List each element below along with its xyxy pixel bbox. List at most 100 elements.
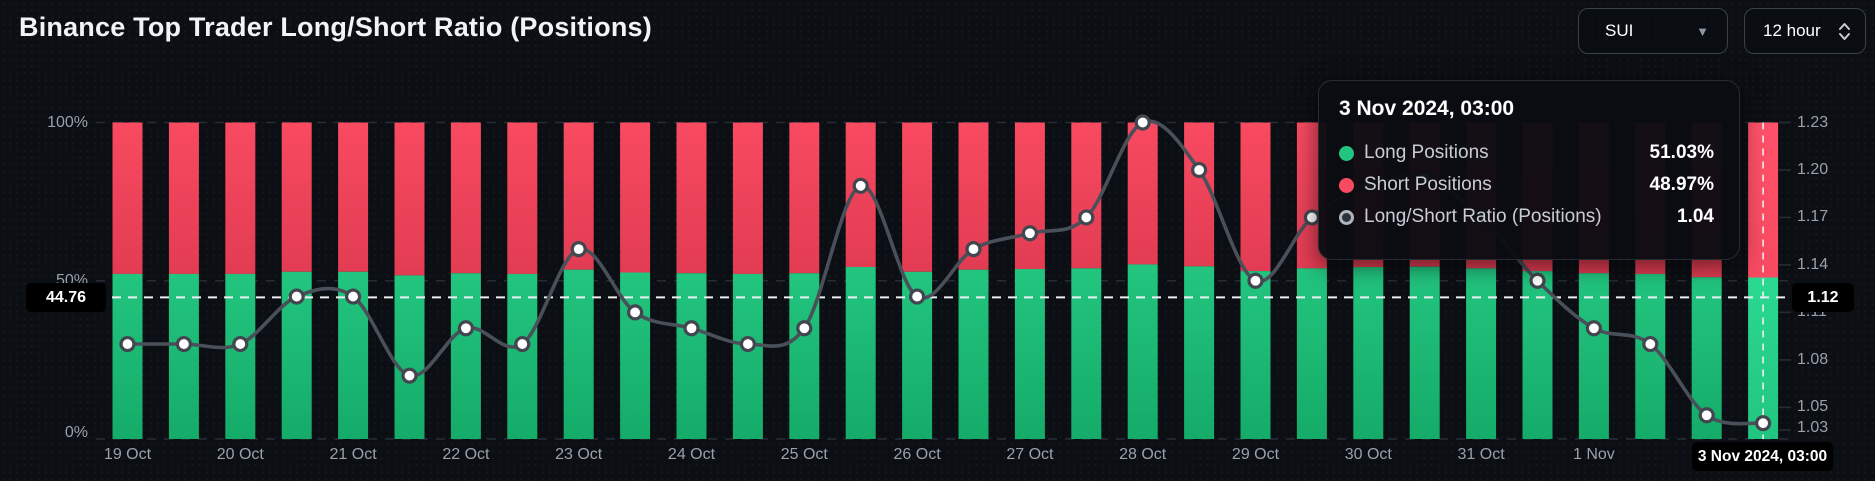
- ratio-dot[interactable]: [1303, 209, 1321, 226]
- ratio-dot[interactable]: [1698, 407, 1715, 424]
- ratio-dot[interactable]: [514, 335, 531, 353]
- ratio-dot[interactable]: [288, 288, 305, 305]
- long-bar[interactable]: [450, 273, 481, 439]
- x-axis-label: 31 Oct: [1457, 446, 1505, 463]
- long-bar[interactable]: [1522, 271, 1553, 439]
- long-bar[interactable]: [1409, 266, 1440, 439]
- short-bar[interactable]: [450, 122, 481, 274]
- long-bar[interactable]: [1240, 271, 1271, 439]
- long-bar[interactable]: [1014, 269, 1045, 439]
- ratio-dot[interactable]: [457, 320, 474, 337]
- short-bar[interactable]: [1014, 122, 1045, 270]
- short-bar[interactable]: [168, 122, 199, 274]
- x-axis-label: 24 Oct: [667, 446, 716, 463]
- interval-select-value: 12 hour: [1763, 21, 1821, 40]
- short-bar[interactable]: [1184, 122, 1215, 267]
- short-bar[interactable]: [789, 122, 820, 274]
- long-bar[interactable]: [1578, 273, 1609, 439]
- long-bar[interactable]: [1466, 268, 1497, 439]
- ratio-dot[interactable]: [401, 367, 418, 384]
- short-bar[interactable]: [338, 122, 369, 272]
- ratio-dot[interactable]: [683, 320, 700, 337]
- x-axis-label: 28 Oct: [1119, 446, 1167, 463]
- ratio-dot[interactable]: [1529, 272, 1546, 289]
- crosshair-left-label: 44.76: [26, 283, 106, 312]
- crosshair-right-label: 1.12: [1792, 283, 1854, 312]
- x-axis-label: 25 Oct: [780, 446, 828, 463]
- ratio-dot[interactable]: [1642, 335, 1659, 353]
- y-axis-label-right: 1.20: [1797, 160, 1829, 178]
- x-axis-label: 21 Oct: [329, 446, 377, 463]
- ratio-dot[interactable]: [1190, 161, 1208, 179]
- y-axis-label-right: 1.23: [1797, 113, 1829, 131]
- short-bar[interactable]: [732, 122, 763, 274]
- y-axis-label-right: 1.17: [1797, 208, 1829, 226]
- ratio-dot[interactable]: [345, 288, 362, 305]
- page-title: Binance Top Trader Long/Short Ratio (Pos…: [19, 12, 652, 42]
- long-bar[interactable]: [1353, 267, 1384, 439]
- short-bar[interactable]: [507, 122, 538, 274]
- ratio-dot[interactable]: [1021, 225, 1039, 242]
- short-bar[interactable]: [225, 122, 256, 274]
- long-bar[interactable]: [1184, 266, 1215, 439]
- ratio-dot[interactable]: [119, 335, 136, 353]
- ratio-dot[interactable]: [852, 177, 869, 194]
- long-bar[interactable]: [168, 273, 199, 439]
- short-bar[interactable]: [620, 122, 651, 273]
- ratio-dot[interactable]: [175, 335, 192, 353]
- long-bar[interactable]: [225, 273, 256, 439]
- short-bar[interactable]: [1127, 122, 1158, 265]
- ratio-dot[interactable]: [1754, 415, 1772, 432]
- ratio-dot[interactable]: [1078, 209, 1095, 226]
- ratio-dot[interactable]: [739, 335, 757, 353]
- x-axis-label: 29 Oct: [1231, 446, 1280, 463]
- ratio-dot[interactable]: [1585, 320, 1603, 337]
- long-bar[interactable]: [789, 273, 820, 439]
- long-bar[interactable]: [1071, 268, 1102, 439]
- interval-select[interactable]: 12 hour: [1744, 8, 1866, 54]
- short-bar[interactable]: [1748, 122, 1779, 278]
- long-positions-dot-icon: [1339, 145, 1354, 161]
- long-bar[interactable]: [1296, 268, 1327, 439]
- long-bar[interactable]: [958, 269, 989, 439]
- short-positions-dot-icon: [1339, 177, 1354, 193]
- ratio-dot[interactable]: [908, 288, 926, 305]
- short-bar[interactable]: [394, 122, 425, 276]
- long-bar[interactable]: [563, 269, 594, 439]
- y-axis-label-right: 1.03: [1797, 419, 1829, 436]
- ratio-dot[interactable]: [796, 320, 813, 337]
- tooltip-row-value: 48.97%: [1649, 174, 1714, 195]
- ratio-dot[interactable]: [1134, 114, 1151, 131]
- tooltip-row: Short Positions 48.97%: [1339, 169, 1714, 201]
- short-bar[interactable]: [1240, 122, 1271, 272]
- x-axis-label: 20 Oct: [216, 446, 264, 463]
- symbol-select[interactable]: SUI ▼: [1578, 8, 1728, 54]
- short-bar[interactable]: [112, 122, 143, 274]
- y-axis-label-left: 0%: [64, 424, 88, 441]
- x-axis-label: 30 Oct: [1344, 446, 1392, 463]
- ratio-dot[interactable]: [965, 241, 982, 258]
- long-bar[interactable]: [507, 273, 538, 439]
- tooltip-date: 3 Nov 2024, 03:00: [1339, 97, 1515, 120]
- long-bar[interactable]: [112, 273, 143, 439]
- short-bar[interactable]: [676, 122, 707, 274]
- short-bar[interactable]: [281, 122, 312, 272]
- tooltip-row-value: 1.04: [1677, 206, 1714, 227]
- tooltip-row-label: Long Positions: [1364, 142, 1489, 163]
- crosshair-x-label: 3 Nov 2024, 03:00: [1692, 442, 1833, 471]
- tooltip-row-label: Long/Short Ratio (Positions): [1364, 206, 1602, 227]
- x-axis-label: 19 Oct: [103, 446, 152, 463]
- ratio-dot[interactable]: [626, 304, 644, 321]
- long-bar[interactable]: [732, 273, 763, 439]
- long-bar[interactable]: [394, 275, 425, 439]
- long-bar[interactable]: [845, 267, 876, 439]
- short-bar[interactable]: [902, 122, 933, 272]
- ratio-dot[interactable]: [1247, 272, 1264, 289]
- long-bar[interactable]: [676, 273, 707, 439]
- tooltip-rows: Long Positions 51.03% Short Positions 48.97…: [1339, 137, 1714, 233]
- ratio-dot[interactable]: [570, 241, 587, 258]
- short-bar[interactable]: [1071, 122, 1102, 269]
- long-bar[interactable]: [1127, 264, 1158, 439]
- ratio-dot[interactable]: [232, 335, 249, 353]
